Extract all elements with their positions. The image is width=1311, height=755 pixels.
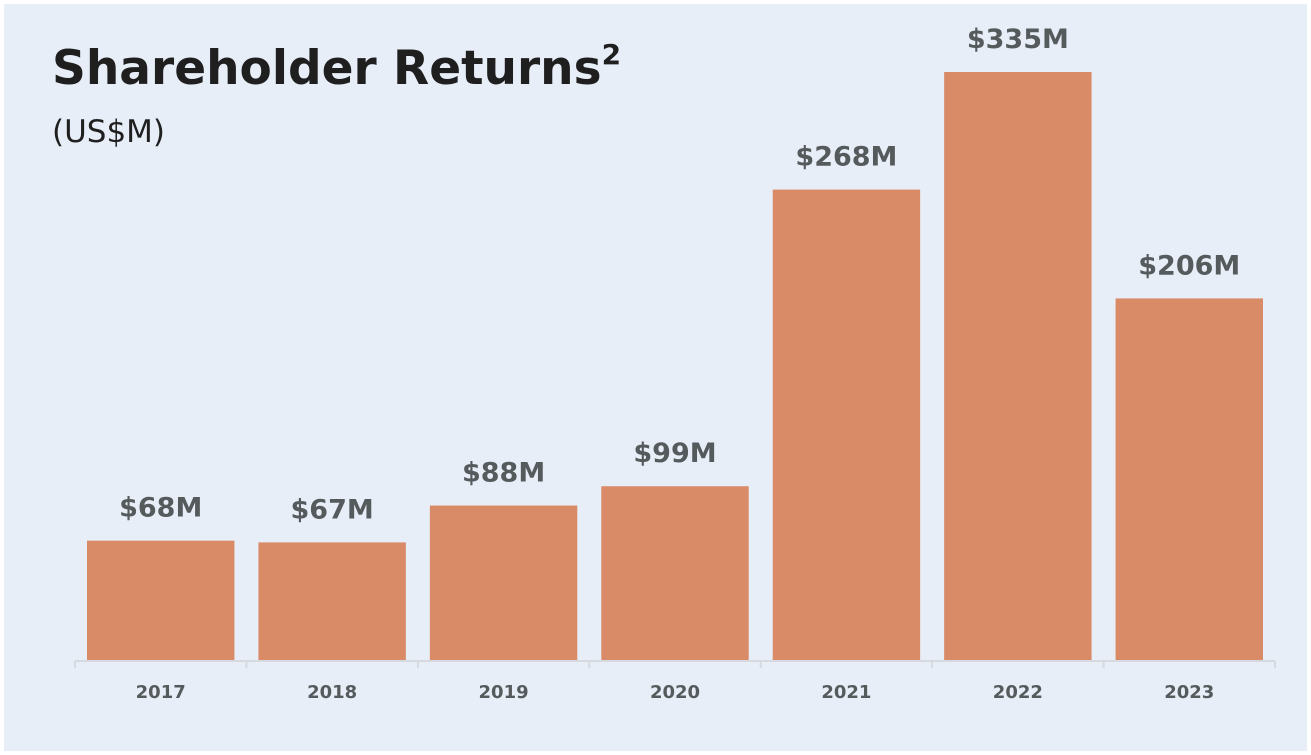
- chart-subtitle: (US$M): [52, 114, 165, 150]
- x-tick-label: 2022: [993, 682, 1043, 703]
- bar: [944, 72, 1092, 660]
- value-label: $268M: [795, 142, 897, 173]
- x-tick-label: 2023: [1164, 682, 1214, 703]
- value-label: $206M: [1138, 250, 1240, 281]
- chart-title: Shareholder Returns2: [52, 38, 621, 96]
- x-tick-label: 2017: [136, 682, 186, 703]
- bar: [87, 540, 235, 660]
- title-text: Shareholder Returns: [52, 41, 602, 96]
- value-label: $68M: [119, 493, 202, 524]
- x-tick-label: 2021: [821, 682, 871, 703]
- bar: [258, 542, 406, 660]
- x-tick-label: 2018: [307, 682, 357, 703]
- bar: [1115, 298, 1263, 660]
- x-tick-label: 2020: [650, 682, 700, 703]
- title-superscript: 2: [602, 38, 621, 71]
- value-label: $335M: [967, 24, 1069, 55]
- x-tick-label: 2019: [479, 682, 529, 703]
- value-label: $88M: [462, 458, 545, 489]
- bar: [772, 189, 921, 660]
- bar: [601, 486, 749, 660]
- value-label: $67M: [291, 494, 374, 525]
- value-label: $99M: [633, 438, 716, 469]
- bar: [429, 505, 578, 660]
